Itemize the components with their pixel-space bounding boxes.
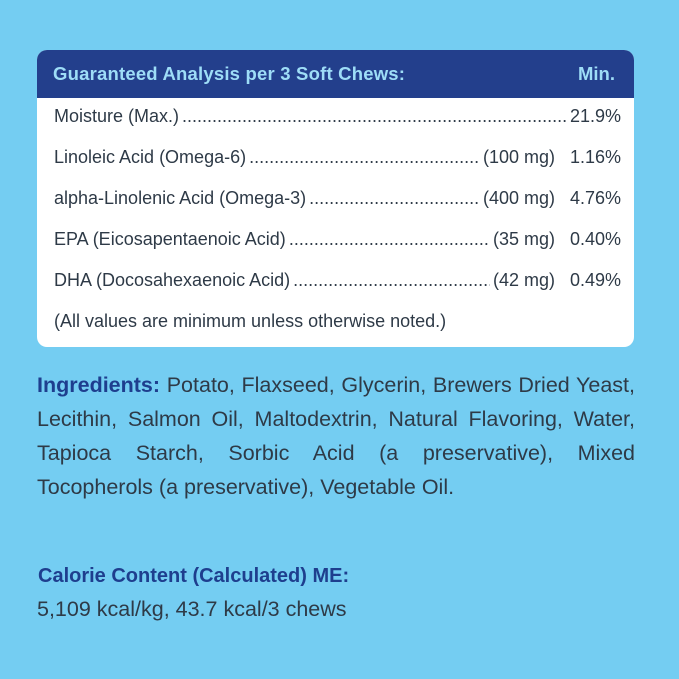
analysis-min-label: Min. <box>578 63 615 84</box>
analysis-row-value: 1.16% <box>569 147 621 167</box>
calorie-content-title: Calorie Content (Calculated) ME: <box>38 565 350 587</box>
ingredients-block: Ingredients: Potato, Flaxseed, Glycerin,… <box>37 368 635 504</box>
analysis-row-linoleic: Linoleic Acid (Omega-6) (100 mg) 1.16% <box>54 145 621 186</box>
dot-leader <box>182 104 567 128</box>
analysis-row-label: EPA (Eicosapentaenoic Acid) <box>54 229 286 249</box>
analysis-row-value: 0.40% <box>569 229 621 249</box>
analysis-row-amount: (100 mg) <box>482 147 555 167</box>
analysis-row-label: Moisture (Max.) <box>54 106 180 126</box>
analysis-row-epa: EPA (Eicosapentaenoic Acid) (35 mg) 0.40… <box>54 227 621 268</box>
analysis-title: Guaranteed Analysis per 3 Soft Chews: <box>53 63 406 84</box>
dot-leader <box>289 227 490 251</box>
analysis-row-amount: (400 mg) <box>482 188 555 208</box>
analysis-row-value: 0.49% <box>569 270 621 290</box>
dot-leader <box>293 268 490 292</box>
dot-leader <box>249 145 480 169</box>
analysis-row-label: alpha-Linolenic Acid (Omega-3) <box>54 188 307 208</box>
analysis-row-amount: (42 mg) <box>492 270 555 290</box>
ingredients-label: Ingredients: <box>37 373 161 397</box>
analysis-row-value: 21.9% <box>569 106 621 126</box>
analysis-row-label: Linoleic Acid (Omega-6) <box>54 147 247 167</box>
analysis-header: Guaranteed Analysis per 3 Soft Chews: Mi… <box>37 50 634 98</box>
analysis-row-alpha-linolenic: alpha-Linolenic Acid (Omega-3) (400 mg) … <box>54 186 621 227</box>
analysis-row-label: DHA (Docosahexaenoic Acid) <box>54 270 291 290</box>
analysis-rows: Moisture (Max.) 21.9% Linoleic Acid (Ome… <box>54 104 621 333</box>
analysis-row-dha: DHA (Docosahexaenoic Acid) (42 mg) 0.49% <box>54 268 621 309</box>
analysis-note: (All values are minimum unless otherwise… <box>54 311 447 331</box>
analysis-row-moisture: Moisture (Max.) 21.9% <box>54 104 621 145</box>
calorie-content-value: 5,109 kcal/kg, 43.7 kcal/3 chews <box>37 597 347 621</box>
ingredients-text: Potato, Flaxseed, Glycerin, Brewers Drie… <box>37 373 635 499</box>
dot-leader <box>309 186 480 210</box>
guaranteed-analysis-panel: Guaranteed Analysis per 3 Soft Chews: Mi… <box>37 50 634 347</box>
analysis-row-amount: (35 mg) <box>492 229 555 249</box>
analysis-row-value: 4.76% <box>569 188 621 208</box>
